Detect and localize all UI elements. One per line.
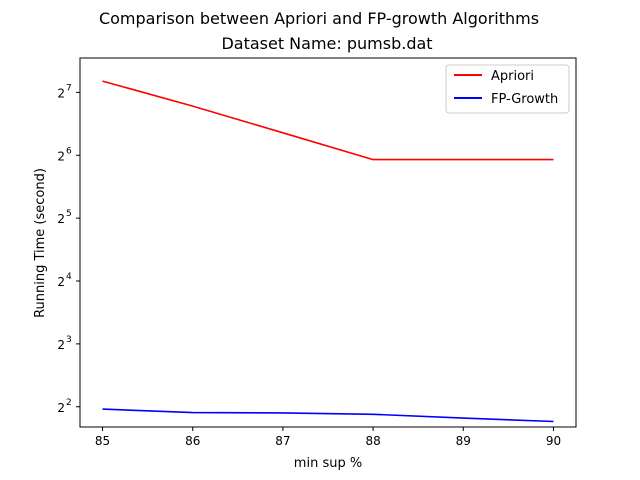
x-axis-label: min sup % xyxy=(294,456,362,471)
y-axis-label: Running Time (second) xyxy=(33,168,48,318)
y-tick-label: 2 xyxy=(57,275,65,289)
y-tick-label: 2 xyxy=(57,401,65,415)
series-line-fp-growth xyxy=(102,408,554,423)
y-tick-exponent: 2 xyxy=(66,398,72,408)
series-layer xyxy=(102,80,554,423)
chart-title: Comparison between Apriori and FP-growth… xyxy=(99,9,539,28)
x-tick-label: 87 xyxy=(275,434,290,448)
y-tick-label: 2 xyxy=(57,338,65,352)
legend-label-fp-growth: FP-Growth xyxy=(491,92,558,107)
y-tick-exponent: 4 xyxy=(66,272,72,282)
y-tick-label: 2 xyxy=(57,212,65,226)
y-tick-exponent: 3 xyxy=(66,335,72,345)
chart-subtitle: Dataset Name: pumsb.dat xyxy=(221,34,432,53)
plot-area xyxy=(79,57,577,428)
y-tick-exponent: 5 xyxy=(66,209,72,219)
x-tick-label: 85 xyxy=(95,434,110,448)
x-axis-ticks: 85 86 87 88 89 90 xyxy=(95,427,561,448)
y-tick-label: 2 xyxy=(57,86,65,100)
legend: Apriori FP-Growth xyxy=(445,64,570,114)
legend-box xyxy=(445,64,570,114)
x-tick-label: 90 xyxy=(546,434,561,448)
legend-label-apriori: Apriori xyxy=(491,69,534,84)
y-tick-exponent: 7 xyxy=(66,83,72,93)
y-tick-label: 2 xyxy=(57,149,65,163)
series-line-apriori xyxy=(102,80,554,161)
x-tick-label: 89 xyxy=(456,434,471,448)
x-tick-label: 86 xyxy=(185,434,200,448)
axes-frame xyxy=(79,57,577,428)
y-tick-exponent: 6 xyxy=(66,146,72,156)
x-tick-label: 88 xyxy=(365,434,380,448)
y-axis-ticks: 2 22 32 42 52 62 7 xyxy=(57,83,80,415)
